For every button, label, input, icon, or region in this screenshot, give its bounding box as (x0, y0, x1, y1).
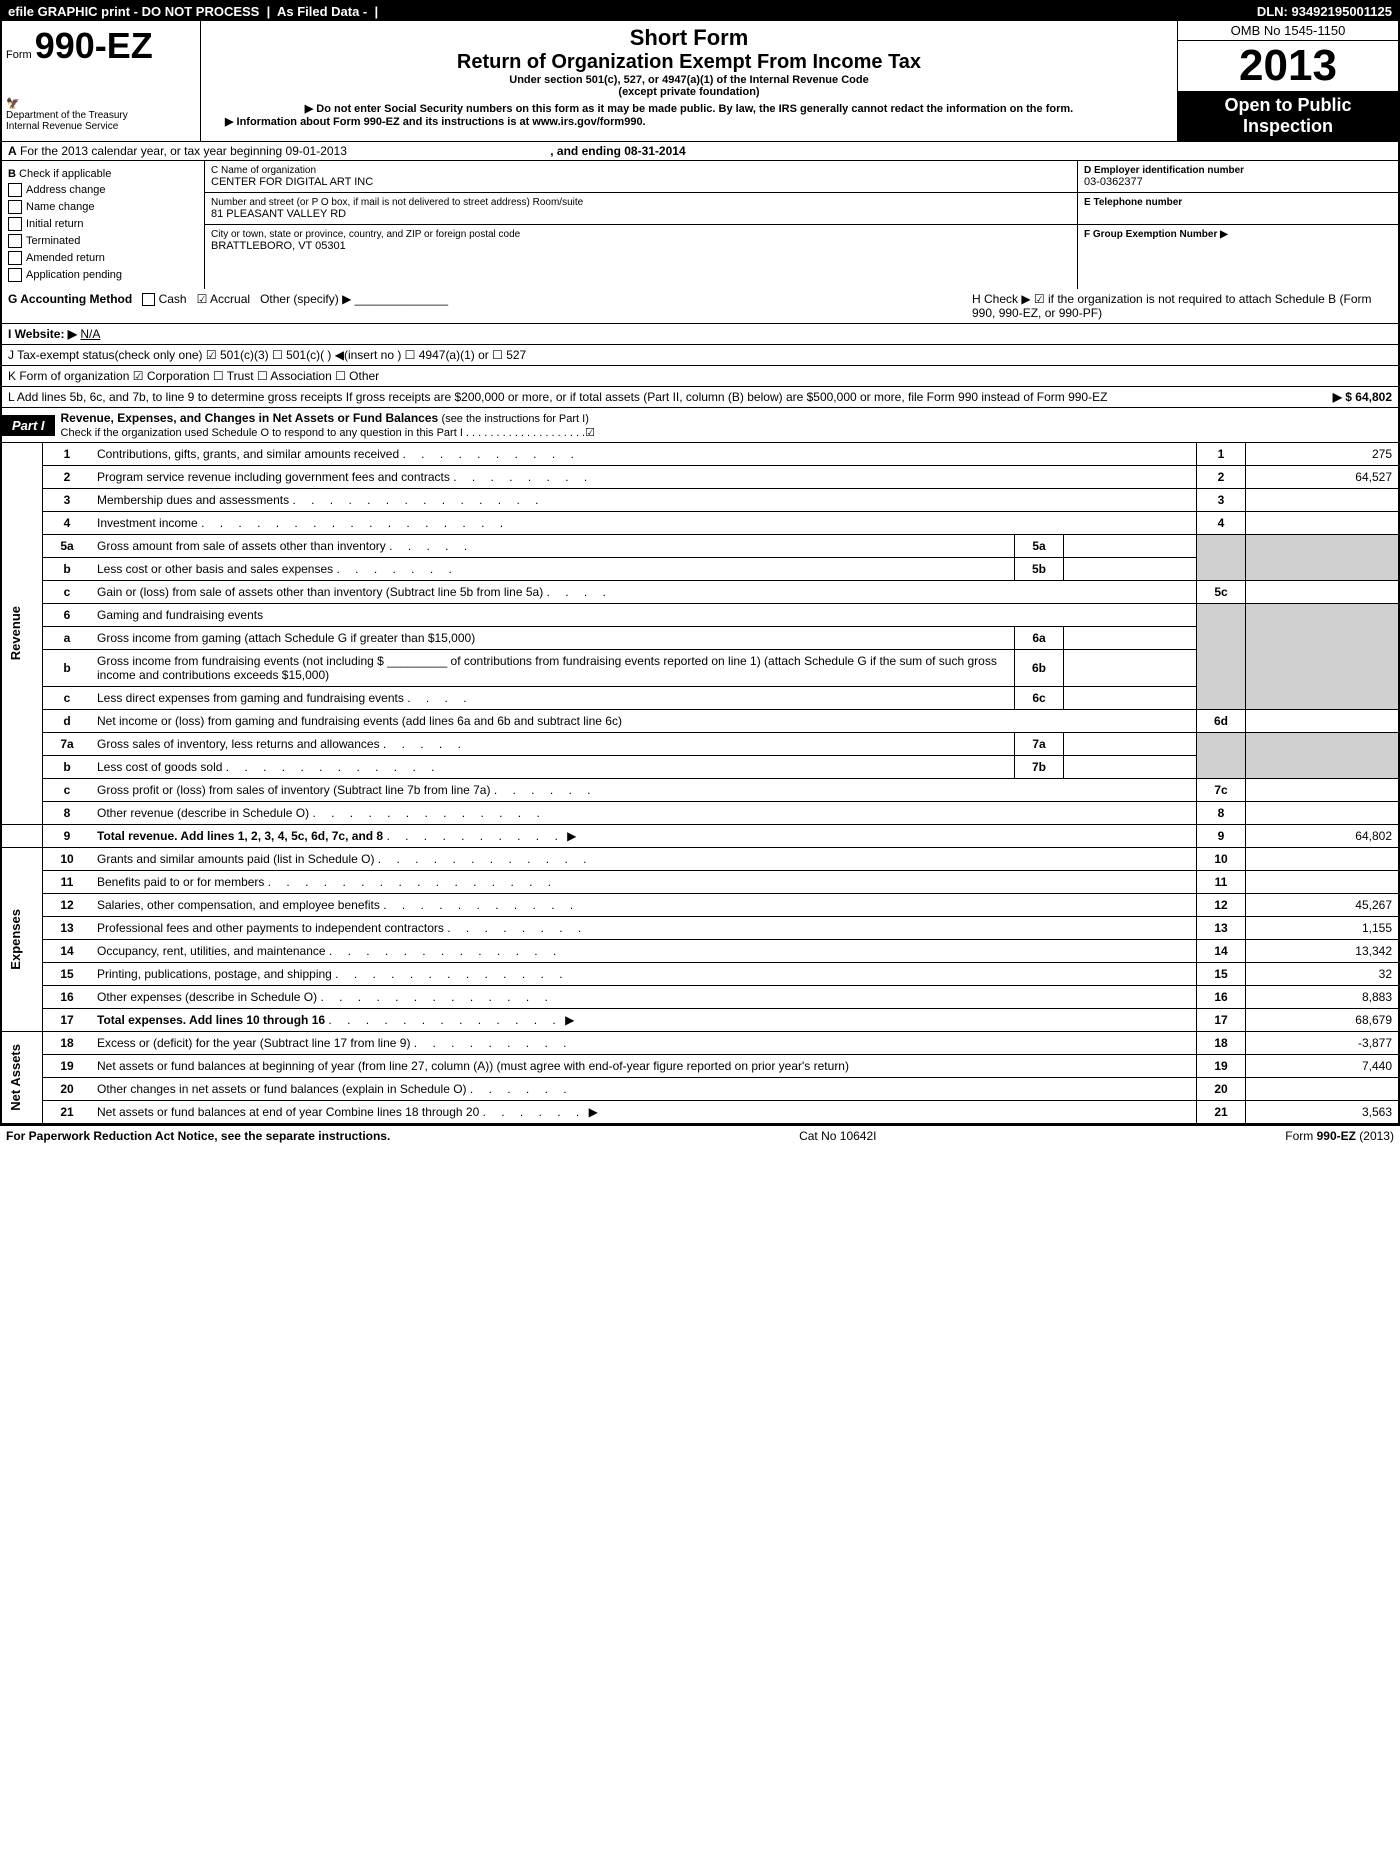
form-prefix: Form (6, 49, 32, 61)
open-public-label: Open to Public Inspection (1178, 91, 1398, 141)
part-1-table: Revenue 1 Contributions, gifts, grants, … (2, 443, 1398, 1124)
section-c: C Name of organization CENTER FOR DIGITA… (204, 161, 1078, 289)
section-def: D Employer identification number 03-0362… (1078, 161, 1398, 289)
line-13-amount: 1,155 (1246, 917, 1399, 940)
section-g: G Accounting Method Cash ☑ Accrual Other… (8, 292, 972, 320)
line-1-num: 1 (43, 443, 92, 466)
warning-1: ▶ Do not enter Social Security numbers o… (205, 102, 1173, 115)
part-1-title: Revenue, Expenses, and Changes in Net As… (55, 408, 601, 442)
form-number-cell: Form 990-EZ 🦅 Department of the Treasury… (2, 21, 201, 141)
warning-2: ▶ Information about Form 990-EZ and its … (205, 115, 1173, 128)
ein-value: 03-0362377 (1084, 176, 1392, 188)
line-15-amount: 32 (1246, 963, 1399, 986)
title-cell: Short Form Return of Organization Exempt… (201, 21, 1177, 141)
line-14-amount: 13,342 (1246, 940, 1399, 963)
top-bar: efile GRAPHIC print - DO NOT PROCESS | A… (2, 2, 1398, 21)
line-1-amount: 275 (1246, 443, 1399, 466)
check-address-change[interactable]: Address change (8, 183, 198, 197)
expenses-side-label: Expenses (2, 848, 43, 1032)
section-b-label: B (8, 168, 16, 180)
line-19-amount: 7,440 (1246, 1055, 1399, 1078)
footer-cat: Cat No 10642I (799, 1129, 876, 1143)
check-application-pending[interactable]: Application pending (8, 268, 198, 282)
section-b-title: Check if applicable (19, 168, 111, 180)
line-1-text: Contributions, gifts, grants, and simila… (91, 443, 1197, 466)
section-b: B Check if applicable Address change Nam… (2, 161, 204, 289)
footer-form: Form 990-EZ (2013) (1285, 1129, 1394, 1143)
section-a: A For the 2013 calendar year, or tax yea… (2, 142, 1398, 161)
omb-number: OMB No 1545-1150 (1178, 21, 1398, 41)
website-value: N/A (80, 327, 100, 341)
line-12-amount: 45,267 (1246, 894, 1399, 917)
org-name: CENTER FOR DIGITAL ART INC (211, 176, 1071, 188)
check-name-change[interactable]: Name change (8, 200, 198, 214)
org-address: 81 PLEASANT VALLEY RD (211, 208, 1071, 220)
check-initial-return[interactable]: Initial return (8, 217, 198, 231)
section-i: I Website: ▶ N/A (2, 324, 1398, 345)
check-terminated[interactable]: Terminated (8, 234, 198, 248)
org-city: BRATTLEBORO, VT 05301 (211, 240, 1071, 252)
addr-label: Number and street (or P O box, if mail i… (211, 197, 1071, 208)
line-18-amount: -3,877 (1246, 1032, 1399, 1055)
footer-left: For Paperwork Reduction Act Notice, see … (6, 1129, 390, 1143)
org-name-label: C Name of organization (211, 165, 1071, 176)
topbar-dln: DLN: 93492195001125 (1257, 4, 1392, 19)
part-1-header: Part I Revenue, Expenses, and Changes in… (2, 408, 1398, 443)
group-label: F Group Exemption Number ▶ (1084, 229, 1392, 240)
form-number: 990-EZ (35, 25, 153, 66)
gross-receipts: ▶ $ 64,802 (1232, 390, 1392, 404)
short-form-label: Short Form (205, 25, 1173, 51)
open-public-2: Inspection (1182, 116, 1394, 137)
line-2-amount: 64,527 (1246, 466, 1399, 489)
dept-treasury: Department of the Treasury (6, 110, 196, 121)
revenue-side-label: Revenue (2, 443, 43, 825)
section-k: K Form of organization ☑ Corporation ☐ T… (2, 366, 1398, 387)
line-1-rnum: 1 (1197, 443, 1246, 466)
section-a-text: For the 2013 calendar year, or tax year … (20, 144, 347, 158)
section-l-text: L Add lines 5b, 6c, and 7b, to line 9 to… (8, 390, 1232, 404)
section-l: L Add lines 5b, 6c, and 7b, to line 9 to… (2, 387, 1398, 408)
open-public-1: Open to Public (1182, 95, 1394, 116)
line-16-amount: 8,883 (1246, 986, 1399, 1009)
section-j: J Tax-exempt status(check only one) ☑ 50… (2, 345, 1398, 366)
main-title: Return of Organization Exempt From Incom… (205, 51, 1173, 74)
irs-icon: 🦅 (6, 97, 196, 110)
dept-irs: Internal Revenue Service (6, 121, 196, 132)
sub-title-2: (except private foundation) (205, 86, 1173, 98)
check-amended-return[interactable]: Amended return (8, 251, 198, 265)
part-1-label: Part I (2, 415, 55, 436)
total-expenses: 68,679 (1246, 1009, 1399, 1032)
header-row: Form 990-EZ 🦅 Department of the Treasury… (2, 21, 1398, 142)
ein-label: D Employer identification number (1084, 165, 1392, 176)
city-label: City or town, state or province, country… (211, 229, 1071, 240)
section-bc-row: B Check if applicable Address change Nam… (2, 161, 1398, 289)
section-gh: G Accounting Method Cash ☑ Accrual Other… (2, 289, 1398, 324)
form-container: efile GRAPHIC print - DO NOT PROCESS | A… (0, 0, 1400, 1126)
tel-label: E Telephone number (1084, 197, 1392, 208)
year-cell: OMB No 1545-1150 2013 Open to Public Ins… (1177, 21, 1398, 141)
total-revenue: 64,802 (1246, 825, 1399, 848)
line-21-amount: 3,563 (1246, 1101, 1399, 1124)
sub-title-1: Under section 501(c), 527, or 4947(a)(1)… (205, 74, 1173, 86)
section-a-label: A (8, 144, 17, 158)
topbar-left: efile GRAPHIC print - DO NOT PROCESS | A… (8, 4, 378, 19)
section-h: H Check ▶ ☑ if the organization is not r… (972, 292, 1392, 320)
netassets-side-label: Net Assets (2, 1032, 43, 1124)
footer: For Paperwork Reduction Act Notice, see … (0, 1126, 1400, 1146)
tax-year: 2013 (1178, 41, 1398, 91)
section-a-end: , and ending 08-31-2014 (550, 144, 685, 158)
